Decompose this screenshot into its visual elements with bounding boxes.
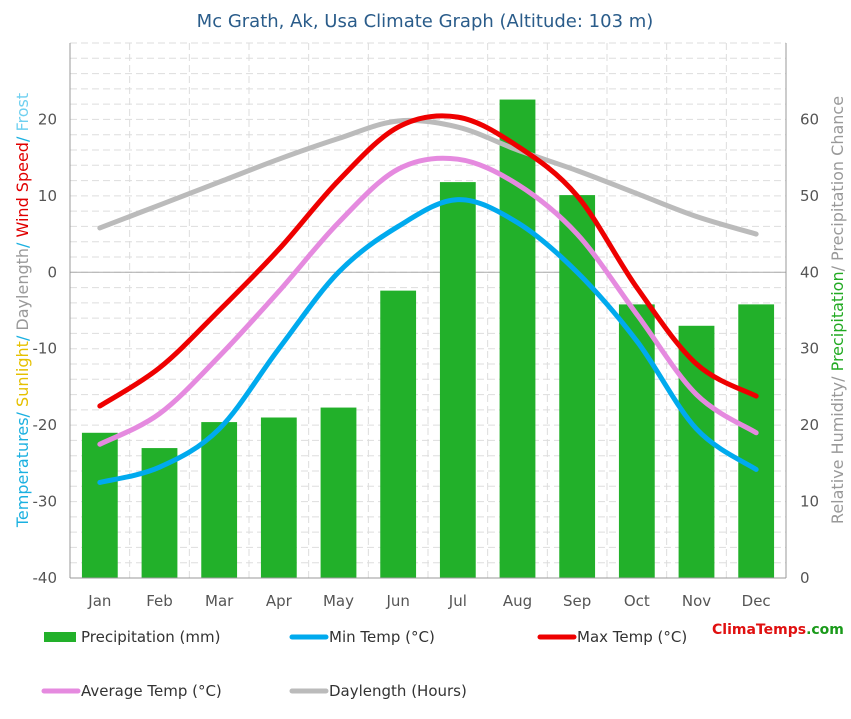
x-tick-label: May [323, 592, 354, 610]
brand-part: Clima [712, 622, 756, 638]
legend-label: Daylength (Hours) [329, 682, 467, 700]
axis-title-part: / [13, 331, 32, 341]
precipitation-bar [678, 325, 715, 578]
brand-logo[interactable]: ClimaTemps.com [712, 622, 844, 638]
right-tick-label: 0 [800, 569, 810, 587]
right-axis-title: Relative Humidity/ Precipitation/ Precip… [828, 96, 847, 524]
axis-title-part: / [828, 371, 847, 381]
right-tick-label: 20 [800, 416, 819, 434]
axis-title-part: Relative Humidity [828, 382, 847, 524]
legend: Precipitation (mm) Min Temp (°C) Max Temp … [41, 628, 687, 700]
precipitation-bar [499, 99, 536, 579]
x-tick-label: Nov [682, 592, 711, 610]
brand-part: .com [806, 622, 844, 638]
precipitation-bar [81, 432, 118, 578]
axis-title-part: Sunlight [13, 341, 32, 407]
axis-title-part: Wind Speed [13, 142, 32, 237]
left-axis-title: Temperatures/ Sunlight/ Daylength/ Wind … [13, 93, 32, 528]
legend-label: Precipitation (mm) [81, 628, 220, 646]
left-tick-label: -20 [33, 416, 58, 434]
x-tick-label: Dec [742, 592, 771, 610]
axis-title-part: Daylength [13, 248, 32, 331]
x-tick-label: Apr [266, 592, 293, 610]
left-tick-label: 20 [38, 110, 57, 128]
left-tick-label: 10 [38, 187, 57, 205]
x-tick-label: Jun [385, 592, 409, 610]
axis-title-part: / [13, 237, 32, 247]
precipitation-bar [320, 407, 357, 578]
precipitation-bars [81, 99, 775, 579]
axes: -40 -30 -20 -10 0 10 20 0 10 20 30 40 50 60 Jan Feb Mar A… [33, 43, 819, 610]
precipitation-bar [738, 304, 775, 578]
right-tick-label: 10 [800, 493, 819, 511]
precipitation-bar [260, 417, 297, 578]
x-tick-label: Mar [205, 592, 234, 610]
axis-title-part: / [13, 132, 32, 142]
right-tick-label: 50 [800, 187, 819, 205]
x-tick-label: Aug [503, 592, 532, 610]
avg-temp-line [97, 155, 759, 447]
left-tick-label: -10 [33, 340, 58, 358]
axis-title-part: / [13, 407, 32, 417]
brand-part: Temps [756, 622, 806, 638]
max-temp-line [97, 113, 759, 409]
series-lines [97, 113, 759, 485]
legend-swatch-bar [44, 632, 76, 642]
left-tick-label: -30 [33, 493, 58, 511]
right-tick-label: 30 [800, 340, 819, 358]
x-tick-label: Oct [624, 592, 650, 610]
right-tick-label: 40 [800, 263, 819, 281]
x-tick-label: Jul [448, 592, 467, 610]
precipitation-bar [439, 182, 476, 578]
legend-label: Min Temp (°C) [329, 628, 435, 646]
axis-title-part: Precipitation Chance [828, 96, 847, 261]
axis-title-part: Precipitation [828, 271, 847, 371]
legend-label: Max Temp (°C) [577, 628, 687, 646]
precipitation-bar [380, 290, 417, 578]
left-tick-label: 0 [47, 263, 57, 281]
legend-label: Average Temp (°C) [81, 682, 222, 700]
axis-title-part: Temperatures [13, 417, 32, 528]
precipitation-bar [618, 304, 655, 578]
daylength-line [97, 117, 759, 237]
chart-title: Mc Grath, Ak, Usa Climate Graph (Altitud… [197, 11, 654, 32]
right-tick-label: 60 [800, 110, 819, 128]
axis-title-part: / [828, 261, 847, 271]
axis-title-part: Frost [13, 93, 32, 132]
min-temp-line [97, 197, 759, 485]
precipitation-bar [201, 422, 238, 578]
left-tick-label: -40 [33, 569, 58, 587]
x-tick-label: Feb [146, 592, 173, 610]
x-tick-label: Jan [87, 592, 111, 610]
x-tick-label: Sep [563, 592, 591, 610]
